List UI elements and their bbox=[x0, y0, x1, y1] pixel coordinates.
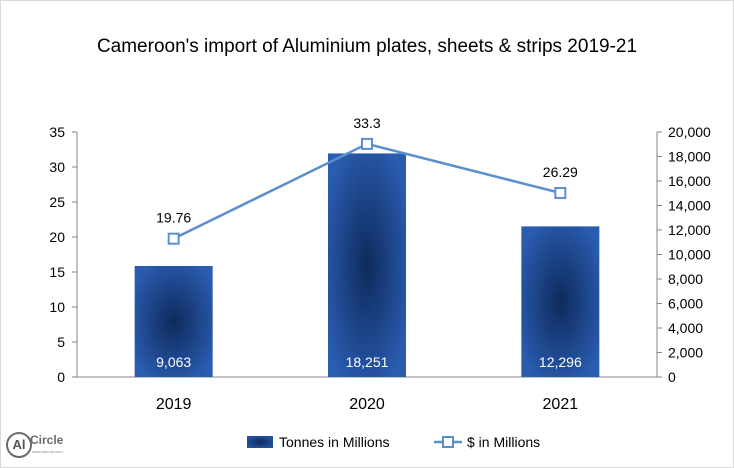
right-tick-label: 14,000 bbox=[668, 198, 711, 214]
legend-bar-label: Tonnes in Millions bbox=[279, 434, 390, 450]
logo-mark: Al bbox=[6, 432, 32, 458]
bar-2021 bbox=[521, 226, 600, 377]
left-tick-label: 25 bbox=[49, 194, 65, 210]
bar-value-label: 12,296 bbox=[539, 354, 582, 370]
line-value-label: 33.3 bbox=[353, 115, 380, 131]
left-tick-label: 20 bbox=[49, 229, 65, 245]
logo-url: www.alcircle.com bbox=[32, 449, 63, 454]
line-value-label: 26.29 bbox=[543, 164, 578, 180]
alcircle-logo: Al Circle www.alcircle.com bbox=[6, 431, 68, 463]
bar-value-label: 18,251 bbox=[346, 354, 389, 370]
right-tick-label: 6,000 bbox=[668, 296, 703, 312]
right-tick-label: 10,000 bbox=[668, 247, 711, 263]
line-point-2020 bbox=[361, 137, 373, 150]
line-point-2019 bbox=[167, 232, 180, 245]
left-tick-label: 10 bbox=[49, 299, 65, 315]
legend-bar-swatch bbox=[247, 436, 273, 448]
bar-value-label: 9,063 bbox=[156, 354, 191, 370]
logo-name: Circle bbox=[30, 433, 64, 447]
chart-title: Cameroon's import of Aluminium plates, s… bbox=[96, 36, 638, 57]
legend-line-marker bbox=[442, 436, 454, 448]
x-tick-label: 2020 bbox=[349, 396, 385, 413]
left-tick-label: 30 bbox=[49, 159, 65, 175]
left-tick-label: 35 bbox=[49, 124, 65, 140]
line-value-label: 19.76 bbox=[156, 210, 191, 226]
right-tick-label: 0 bbox=[668, 369, 676, 385]
bar-2020 bbox=[328, 153, 406, 377]
left-tick-label: 15 bbox=[49, 264, 65, 280]
right-tick-label: 20,000 bbox=[668, 124, 711, 140]
right-tick-label: 18,000 bbox=[668, 149, 711, 165]
right-tick-label: 4,000 bbox=[668, 320, 703, 336]
line-point-2021 bbox=[554, 186, 567, 199]
x-tick-label: 2019 bbox=[156, 396, 192, 413]
right-tick-label: 8,000 bbox=[668, 271, 703, 287]
legend-line-label: $ in Millions bbox=[467, 434, 540, 450]
right-tick-label: 2,000 bbox=[668, 345, 703, 361]
left-tick-label: 0 bbox=[57, 369, 65, 385]
right-tick-label: 16,000 bbox=[668, 173, 711, 189]
left-tick-label: 5 bbox=[57, 334, 65, 350]
bar-2019 bbox=[134, 265, 213, 377]
x-tick-label: 2021 bbox=[543, 396, 579, 413]
right-tick-label: 12,000 bbox=[668, 222, 711, 238]
